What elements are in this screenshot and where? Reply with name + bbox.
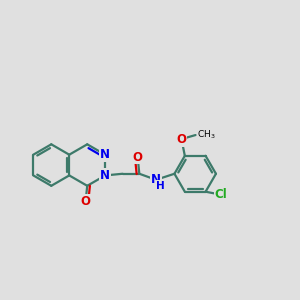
Text: O: O — [176, 133, 187, 146]
Text: N: N — [151, 173, 161, 186]
Text: O: O — [81, 195, 91, 208]
Text: N: N — [100, 169, 110, 182]
Text: O: O — [133, 151, 142, 164]
Text: Cl: Cl — [214, 188, 227, 201]
Text: N: N — [100, 148, 110, 161]
Text: CH$_3$: CH$_3$ — [197, 128, 216, 141]
Text: H: H — [156, 181, 165, 191]
